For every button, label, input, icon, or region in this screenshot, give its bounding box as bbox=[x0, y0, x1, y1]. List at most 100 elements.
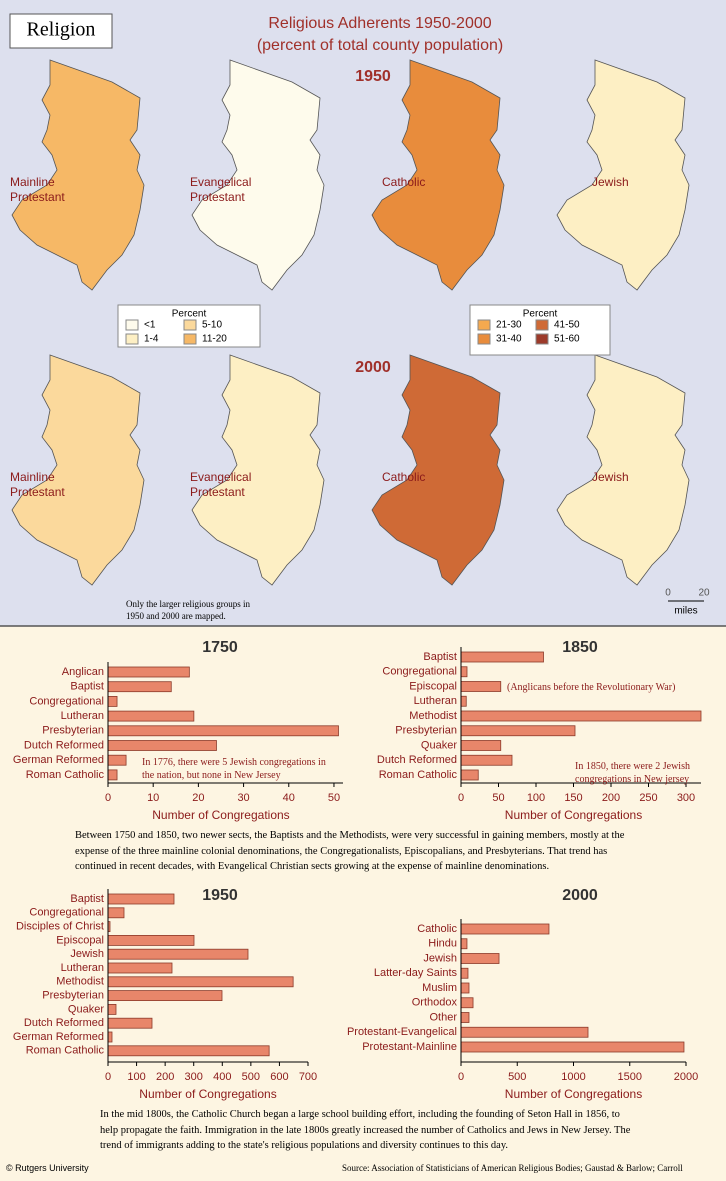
legend-label: 31-40 bbox=[496, 334, 522, 345]
legend-label: 1-4 bbox=[144, 334, 159, 345]
x-tick-label: 300 bbox=[677, 792, 695, 804]
category-label: Baptist bbox=[423, 651, 457, 663]
x-tick-label: 10 bbox=[147, 792, 159, 804]
category-label: Disciples of Christ bbox=[16, 921, 104, 933]
x-tick-label: 50 bbox=[492, 792, 504, 804]
bar bbox=[460, 1012, 470, 1023]
category-label: Dutch Reformed bbox=[377, 754, 457, 766]
category-label: Presbyterian bbox=[42, 725, 104, 737]
legend-swatch bbox=[183, 319, 197, 331]
scale-bar: 0 20 miles bbox=[665, 588, 710, 617]
subtitle: (percent of total county population) bbox=[257, 37, 503, 54]
bar bbox=[460, 997, 474, 1009]
bar bbox=[107, 754, 127, 766]
bar bbox=[107, 740, 217, 751]
scale-unit: miles bbox=[674, 606, 697, 617]
x-tick-label: 300 bbox=[185, 1071, 203, 1083]
group-label: Evangelical Protestant bbox=[190, 470, 252, 499]
category-label: Latter-day Saints bbox=[374, 967, 458, 979]
legend-label: 41-50 bbox=[554, 320, 580, 331]
category-label: Congregational bbox=[29, 695, 104, 707]
x-tick-label: 150 bbox=[564, 792, 582, 804]
x-tick-label: 500 bbox=[508, 1071, 526, 1083]
x-tick-label: 250 bbox=[639, 792, 657, 804]
category-label: Dutch Reformed bbox=[24, 739, 104, 751]
x-tick-label: 1500 bbox=[618, 1071, 642, 1083]
chart-title: 1750 bbox=[202, 639, 238, 656]
x-tick-label: 200 bbox=[602, 792, 620, 804]
x-tick-label: 600 bbox=[270, 1071, 288, 1083]
legend-swatch bbox=[535, 333, 549, 345]
category-label: Baptist bbox=[70, 893, 104, 905]
group-label: Jewish bbox=[592, 175, 629, 189]
x-axis-title: Number of Congregations bbox=[505, 808, 642, 822]
bar bbox=[460, 710, 702, 722]
x-tick-label: 20 bbox=[192, 792, 204, 804]
annotation: In 1850, there were 2 Jewish congregatio… bbox=[575, 761, 690, 785]
legend-swatch bbox=[477, 319, 491, 331]
bar bbox=[107, 1004, 117, 1015]
category-label: Quaker bbox=[421, 739, 457, 751]
x-tick-label: 0 bbox=[458, 792, 464, 804]
legend-title: Percent bbox=[172, 309, 207, 320]
bar bbox=[460, 1041, 685, 1053]
bar bbox=[460, 666, 468, 678]
scale-tick: 20 bbox=[698, 588, 710, 599]
title: Religious Adherents 1950-2000 bbox=[268, 15, 491, 32]
category-label: Methodist bbox=[409, 710, 457, 722]
legend-label: <1 bbox=[144, 320, 156, 331]
bar bbox=[460, 754, 513, 766]
year-label: 2000 bbox=[355, 359, 391, 376]
x-tick-label: 50 bbox=[328, 792, 340, 804]
bar bbox=[460, 681, 502, 692]
category-label: Congregational bbox=[382, 666, 457, 678]
bar bbox=[107, 681, 172, 693]
x-tick-label: 0 bbox=[105, 792, 111, 804]
category-label: Protestant-Mainline bbox=[362, 1041, 457, 1053]
category-label: Other bbox=[429, 1011, 457, 1023]
chart-title: 1850 bbox=[562, 639, 598, 656]
bar bbox=[107, 893, 175, 905]
group-label: Catholic bbox=[382, 175, 426, 189]
bar bbox=[460, 967, 469, 979]
chart-title: 2000 bbox=[562, 887, 598, 904]
legend-swatch bbox=[535, 319, 549, 331]
bar bbox=[107, 769, 118, 781]
bar bbox=[460, 923, 550, 935]
bar bbox=[460, 740, 502, 751]
category-label: Lutheran bbox=[61, 962, 104, 974]
bar bbox=[460, 769, 479, 781]
category-label: Jewish bbox=[423, 952, 457, 964]
category-label: Roman Catholic bbox=[26, 769, 105, 781]
category-label: Orthodox bbox=[412, 997, 458, 1009]
bar bbox=[460, 695, 467, 707]
category-label: Hindu bbox=[428, 938, 457, 950]
x-tick-label: 100 bbox=[527, 792, 545, 804]
category-label: German Reformed bbox=[13, 1031, 104, 1043]
paragraph: In the mid 1800s, the Catholic Church be… bbox=[100, 1109, 631, 1151]
category-label: Presbyterian bbox=[395, 725, 457, 737]
chart-title: 1950 bbox=[202, 887, 238, 904]
credit: © Rutgers University bbox=[6, 1163, 89, 1173]
legend-swatch bbox=[125, 319, 139, 331]
group-label: Evangelical Protestant bbox=[190, 175, 252, 204]
bar bbox=[460, 938, 468, 950]
year-label: 1950 bbox=[355, 68, 391, 85]
category-label: Roman Catholic bbox=[379, 769, 458, 781]
annotation: In 1776, there were 5 Jewish congregatio… bbox=[142, 757, 326, 781]
bar bbox=[107, 948, 249, 960]
group-label: Mainline Protestant bbox=[10, 470, 65, 499]
bar bbox=[107, 935, 195, 946]
x-tick-label: 40 bbox=[283, 792, 295, 804]
category-label: Muslim bbox=[422, 982, 457, 994]
bar bbox=[107, 725, 339, 737]
bar bbox=[460, 953, 500, 964]
scale-tick: 0 bbox=[665, 588, 671, 599]
x-axis-title: Number of Congregations bbox=[505, 1087, 642, 1101]
x-tick-label: 2000 bbox=[674, 1071, 698, 1083]
bar bbox=[107, 962, 173, 974]
legend-label: 11-20 bbox=[202, 334, 227, 345]
x-axis-title: Number of Congregations bbox=[152, 808, 289, 822]
category-label: Roman Catholic bbox=[26, 1045, 105, 1057]
